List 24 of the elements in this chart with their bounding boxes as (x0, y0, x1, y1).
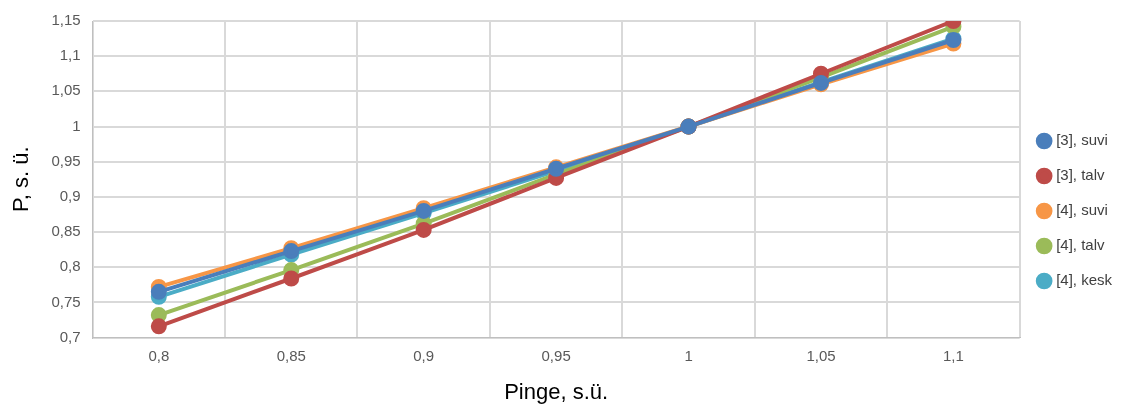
y-tick-label: 0,75 (51, 292, 81, 310)
x-tick-label: 0,95 (541, 346, 571, 364)
y-tick-label: 0,9 (59, 187, 81, 205)
y-tick-label: 0,95 (51, 151, 81, 169)
x-axis-title: Pinge, s.ü. (504, 378, 609, 404)
y-tick-label: 0,8 (59, 257, 81, 275)
legend-label: [4], kesk (1056, 271, 1113, 289)
x-tick-label: 0,9 (413, 346, 435, 364)
x-tick-label: 1,05 (806, 346, 836, 364)
legend-label: [4], talv (1056, 236, 1105, 254)
y-tick-label: 0,7 (59, 327, 81, 345)
x-tick-label: 1,1 (943, 346, 964, 364)
x-tick-label: 0,85 (276, 346, 306, 364)
legend-label: [4], suvi (1056, 201, 1108, 219)
x-tick-label: 1 (684, 346, 693, 364)
y-tick-label: 1,15 (51, 11, 81, 29)
y-tick-label: 1,05 (51, 81, 81, 99)
legend-label: [3], talv (1056, 166, 1105, 184)
y-tick-label: 0,85 (51, 222, 81, 240)
y-tick-label: 1 (72, 116, 81, 134)
y-axis-title: P, s. ü. (8, 146, 34, 213)
x-tick-label: 0,8 (148, 346, 170, 364)
legend-label: [3], suvi (1056, 131, 1108, 149)
y-tick-label: 1,1 (59, 46, 81, 64)
